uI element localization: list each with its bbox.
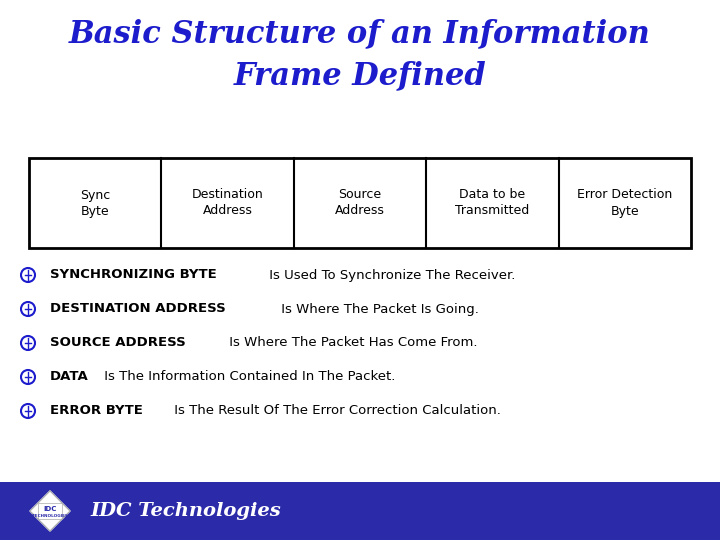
Text: DESTINATION ADDRESS: DESTINATION ADDRESS: [50, 302, 226, 315]
Text: Is Where The Packet Has Come From.: Is Where The Packet Has Come From.: [225, 336, 477, 349]
Text: Is The Information Contained In The Packet.: Is The Information Contained In The Pack…: [100, 370, 395, 383]
Text: Is Where The Packet Is Going.: Is Where The Packet Is Going.: [276, 302, 479, 315]
Text: Is The Result Of The Error Correction Calculation.: Is The Result Of The Error Correction Ca…: [170, 404, 500, 417]
Text: Is Used To Synchronize The Receiver.: Is Used To Synchronize The Receiver.: [265, 268, 516, 281]
Text: Error Detection
Byte: Error Detection Byte: [577, 188, 672, 218]
Text: IDC: IDC: [43, 506, 57, 512]
Text: TECHNOLOGIES: TECHNOLOGIES: [32, 514, 68, 518]
Text: DATA: DATA: [50, 370, 89, 383]
Text: Source
Address: Source Address: [335, 188, 385, 218]
Text: Destination
Address: Destination Address: [192, 188, 264, 218]
Text: Sync
Byte: Sync Byte: [80, 188, 110, 218]
Text: Data to be
Transmitted: Data to be Transmitted: [455, 188, 530, 218]
Bar: [29, 158, 691, 248]
Polygon shape: [30, 491, 70, 531]
Text: IDC Technologies: IDC Technologies: [90, 502, 281, 520]
Text: ERROR BYTE: ERROR BYTE: [50, 404, 143, 417]
Text: Basic Structure of an Information: Basic Structure of an Information: [69, 18, 651, 49]
Text: SYNCHRONIZING BYTE: SYNCHRONIZING BYTE: [50, 268, 217, 281]
Text: Frame Defined: Frame Defined: [233, 60, 487, 91]
Bar: [38, 503, 62, 519]
Text: SOURCE ADDRESS: SOURCE ADDRESS: [50, 336, 186, 349]
Bar: [0, 482, 720, 540]
